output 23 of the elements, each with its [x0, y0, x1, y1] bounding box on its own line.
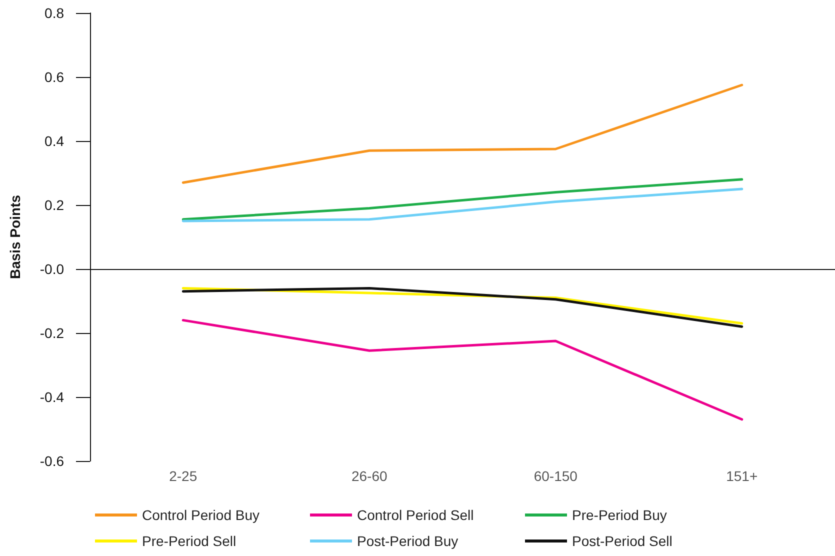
- line-series: [182, 178, 744, 221]
- y-tick-label: 0.2: [44, 197, 64, 213]
- legend-label: Post-Period Sell: [572, 533, 672, 549]
- line-series: [182, 188, 744, 222]
- x-tick-label: 60-150: [534, 468, 578, 484]
- legend-label: Pre-Period Buy: [572, 507, 667, 523]
- legend-label: Control Period Sell: [357, 507, 474, 523]
- y-tick-label: 0.4: [44, 133, 64, 149]
- line-series: [182, 84, 744, 184]
- y-tick-label: -0.6: [40, 453, 64, 469]
- x-tick-label: 26-60: [351, 468, 388, 484]
- legend-label: Pre-Period Sell: [142, 533, 236, 549]
- y-axis-title: Basis Points: [7, 194, 23, 280]
- x-tick-label: 2-25: [169, 468, 198, 484]
- legend-label: Post-Period Buy: [357, 533, 458, 549]
- line-series: [182, 318, 744, 421]
- y-tick-label: -0.2: [40, 325, 64, 341]
- x-tick-label: 151+: [726, 468, 758, 484]
- legend-label: Control Period Buy: [142, 507, 260, 523]
- y-tick-label: -0.0: [40, 261, 64, 277]
- y-tick-label: -0.4: [40, 389, 64, 405]
- y-tick-label: 0.6: [44, 69, 64, 85]
- y-tick-label: 0.8: [44, 5, 64, 21]
